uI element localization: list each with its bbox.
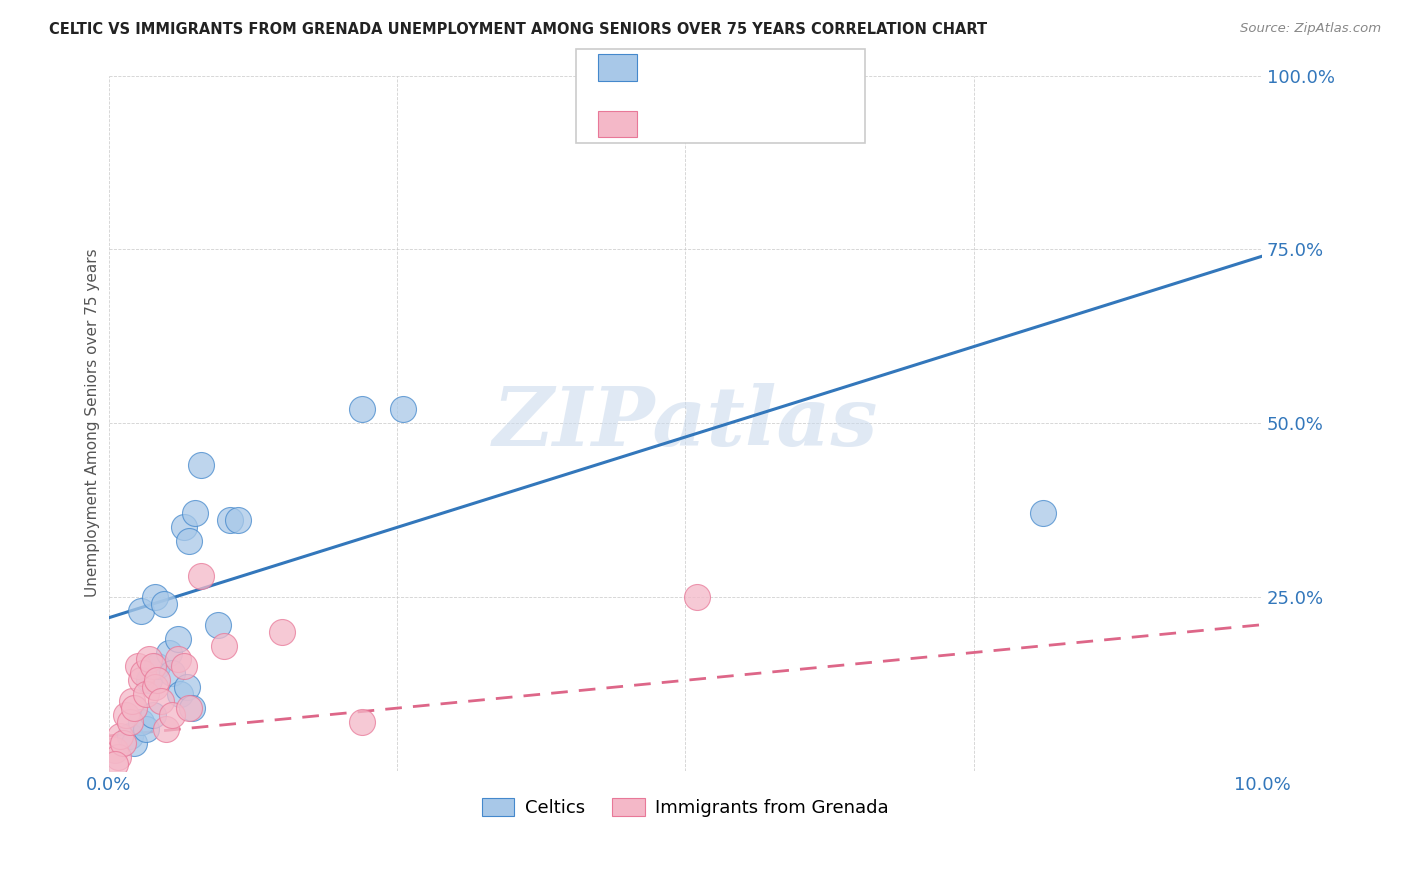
Text: N =: N = [749, 115, 801, 133]
Legend: Celtics, Immigrants from Grenada: Celtics, Immigrants from Grenada [474, 790, 896, 824]
Point [115, 708, 138, 723]
Point [173, 659, 195, 673]
Point [129, 714, 152, 729]
Point [352, 714, 374, 729]
Point [190, 458, 212, 472]
Point [160, 666, 183, 681]
Point [122, 701, 145, 715]
Point [135, 687, 157, 701]
Point [121, 694, 143, 708]
Point [1032, 507, 1054, 521]
Point [226, 513, 249, 527]
Point [142, 708, 165, 723]
Text: R =: R = [648, 59, 688, 77]
Text: 0.183: 0.183 [688, 115, 745, 133]
Text: N =: N = [749, 59, 801, 77]
Point [138, 673, 160, 688]
Point [138, 652, 160, 666]
Point [155, 722, 177, 736]
Point [127, 659, 149, 673]
Text: 0.308: 0.308 [688, 59, 745, 77]
Point [157, 646, 180, 660]
Text: ZIPatlas: ZIPatlas [492, 383, 879, 463]
Point [146, 673, 169, 688]
Point [212, 639, 235, 653]
Text: 26: 26 [793, 59, 818, 77]
Text: CELTIC VS IMMIGRANTS FROM GRENADA UNEMPLOYMENT AMONG SENIORS OVER 75 YEARS CORRE: CELTIC VS IMMIGRANTS FROM GRENADA UNEMPL… [49, 22, 987, 37]
Point [392, 402, 415, 417]
Point [184, 507, 207, 521]
Point [135, 722, 157, 736]
Point [110, 729, 132, 743]
Point [107, 749, 129, 764]
Point [143, 680, 166, 694]
Point [111, 736, 134, 750]
Point [103, 743, 125, 757]
Point [176, 680, 198, 694]
Point [270, 624, 292, 639]
Point [179, 701, 201, 715]
Point [160, 708, 183, 723]
Point [149, 694, 172, 708]
Y-axis label: Unemployment Among Seniors over 75 years: Unemployment Among Seniors over 75 years [86, 249, 100, 598]
Point [132, 666, 155, 681]
Point [173, 520, 195, 534]
Point [146, 659, 169, 673]
Point [207, 617, 229, 632]
Point [118, 729, 141, 743]
Text: Source: ZipAtlas.com: Source: ZipAtlas.com [1240, 22, 1381, 36]
Point [190, 569, 212, 583]
Text: R =: R = [648, 115, 688, 133]
Point [129, 604, 152, 618]
Point [153, 597, 176, 611]
Point [179, 534, 201, 549]
Point [180, 701, 202, 715]
Point [352, 402, 374, 417]
Text: 28: 28 [793, 115, 818, 133]
Point [103, 756, 125, 771]
Point [167, 632, 190, 646]
Point [142, 659, 165, 673]
Point [167, 652, 190, 666]
Point [686, 590, 709, 604]
Point [118, 714, 141, 729]
Point [169, 687, 191, 701]
Point [122, 736, 145, 750]
Point [129, 673, 152, 688]
Point [143, 590, 166, 604]
Point [218, 513, 240, 527]
